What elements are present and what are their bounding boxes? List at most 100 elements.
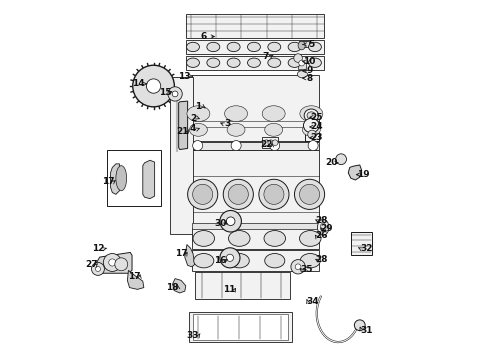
Text: 2: 2	[190, 114, 196, 123]
Ellipse shape	[288, 58, 301, 67]
Bar	[262, 137, 278, 148]
Text: 5: 5	[308, 40, 315, 49]
Circle shape	[223, 179, 253, 210]
Text: 29: 29	[320, 224, 333, 233]
Circle shape	[220, 211, 242, 232]
Text: 26: 26	[315, 231, 327, 240]
Bar	[299, 41, 309, 47]
Ellipse shape	[309, 42, 321, 51]
Bar	[351, 232, 371, 255]
Ellipse shape	[268, 58, 281, 67]
Circle shape	[294, 179, 324, 210]
Ellipse shape	[300, 106, 323, 122]
Bar	[298, 63, 306, 69]
Text: 11: 11	[223, 285, 236, 294]
Circle shape	[115, 258, 128, 271]
Text: 17: 17	[175, 249, 188, 258]
Circle shape	[299, 60, 304, 66]
Bar	[186, 56, 324, 69]
Text: 13: 13	[178, 72, 190, 81]
Ellipse shape	[194, 253, 214, 268]
Ellipse shape	[302, 123, 320, 136]
Ellipse shape	[187, 42, 199, 51]
Bar	[186, 14, 324, 39]
Ellipse shape	[187, 106, 210, 122]
Ellipse shape	[297, 71, 307, 78]
Bar	[192, 141, 319, 149]
Circle shape	[291, 260, 305, 274]
Ellipse shape	[309, 58, 321, 67]
Ellipse shape	[265, 253, 285, 268]
Text: 16: 16	[214, 256, 226, 265]
Ellipse shape	[247, 58, 260, 67]
Text: 17: 17	[128, 271, 141, 280]
Ellipse shape	[207, 42, 220, 51]
Ellipse shape	[207, 58, 220, 67]
Polygon shape	[96, 252, 132, 273]
Ellipse shape	[288, 42, 301, 51]
Circle shape	[308, 130, 317, 139]
Bar	[192, 75, 319, 141]
Ellipse shape	[193, 230, 215, 246]
Circle shape	[228, 184, 248, 204]
Ellipse shape	[318, 220, 329, 235]
Bar	[195, 272, 290, 299]
Ellipse shape	[298, 41, 305, 50]
Text: 7: 7	[263, 52, 269, 61]
Circle shape	[272, 140, 278, 145]
Text: 9: 9	[306, 67, 313, 76]
Text: 31: 31	[361, 326, 373, 335]
Circle shape	[226, 217, 235, 226]
Bar	[192, 223, 319, 229]
Ellipse shape	[300, 253, 320, 268]
Circle shape	[299, 184, 319, 204]
Circle shape	[270, 140, 280, 150]
Circle shape	[295, 264, 301, 270]
Text: 21: 21	[176, 127, 189, 136]
Circle shape	[133, 65, 174, 107]
Text: 15: 15	[159, 87, 171, 96]
Polygon shape	[127, 270, 144, 289]
Text: 6: 6	[200, 32, 207, 41]
Text: 20: 20	[325, 158, 337, 167]
Text: 17: 17	[102, 177, 115, 186]
Polygon shape	[185, 244, 195, 267]
Circle shape	[308, 140, 318, 150]
Text: 23: 23	[311, 133, 323, 142]
Ellipse shape	[262, 106, 285, 122]
Bar	[305, 128, 319, 141]
Bar	[193, 315, 288, 339]
Ellipse shape	[190, 123, 207, 136]
Ellipse shape	[227, 123, 245, 136]
Polygon shape	[179, 101, 188, 149]
Text: 10: 10	[303, 57, 316, 66]
Ellipse shape	[268, 42, 281, 51]
Bar	[170, 77, 193, 234]
Bar	[192, 150, 319, 234]
Circle shape	[294, 54, 302, 62]
Text: 32: 32	[360, 244, 372, 253]
Circle shape	[103, 253, 122, 271]
Text: 18: 18	[166, 283, 179, 292]
Circle shape	[354, 320, 365, 330]
Ellipse shape	[299, 230, 321, 246]
Circle shape	[168, 87, 182, 101]
Polygon shape	[172, 279, 186, 293]
Circle shape	[264, 184, 284, 204]
Ellipse shape	[229, 253, 249, 268]
Circle shape	[231, 140, 241, 150]
Circle shape	[96, 266, 100, 271]
Bar	[107, 150, 161, 206]
Polygon shape	[348, 165, 362, 180]
Text: 14: 14	[132, 80, 145, 89]
Bar	[186, 40, 324, 54]
Text: 25: 25	[311, 113, 323, 122]
Circle shape	[193, 140, 203, 150]
Ellipse shape	[304, 109, 319, 122]
Ellipse shape	[265, 123, 283, 136]
Circle shape	[92, 262, 104, 275]
Text: 3: 3	[224, 119, 231, 128]
Ellipse shape	[320, 223, 326, 231]
Ellipse shape	[187, 58, 199, 67]
Circle shape	[226, 254, 234, 261]
